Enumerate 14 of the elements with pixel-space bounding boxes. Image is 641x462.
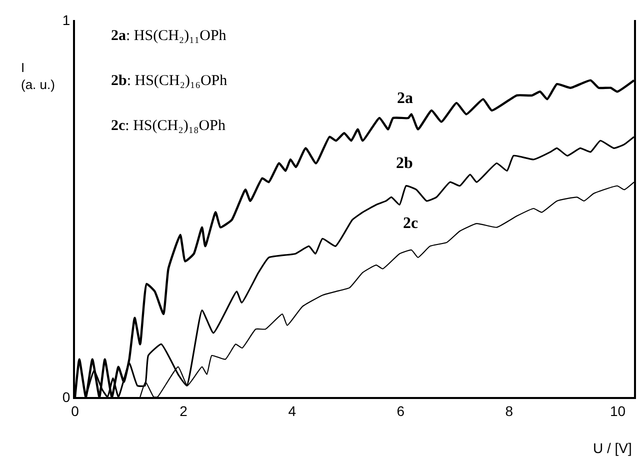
x-tick-label: 10 [610,402,626,419]
x-tick-label: 2 [180,402,188,419]
x-tick-label: 8 [505,402,514,419]
annotation: 2c [403,215,418,232]
annotation: 2a [397,90,413,107]
y-tick-label: 1 [62,12,70,28]
y-axis-title: I (a. u.) [21,60,55,92]
annotation: 2a: HS(CH₂)₁₁OPh [111,28,227,44]
annotation: 2b [396,155,413,172]
annotation: 2b: HS(CH₂)₁₆OPh [111,73,228,89]
x-tick-label: 4 [288,402,296,419]
x-tick-label: 6 [396,402,405,419]
x-axis-title: U / [V] [593,440,632,456]
annotation: 2c: HS(CH₂)₁₈OPh [111,118,226,134]
